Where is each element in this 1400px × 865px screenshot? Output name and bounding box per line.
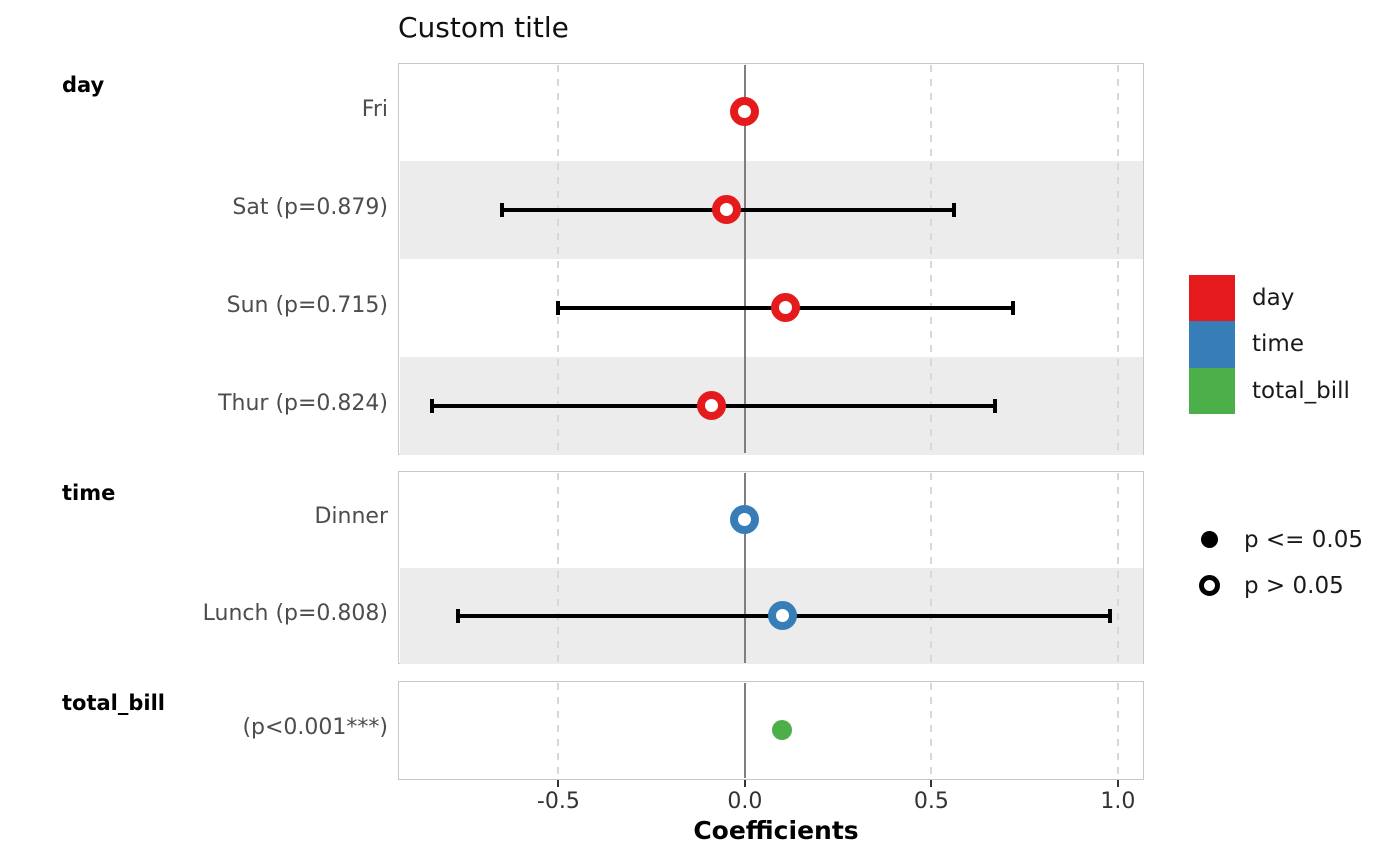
gridline xyxy=(1116,682,1119,778)
row-label: Sun (p=0.715) xyxy=(226,292,388,318)
point-marker xyxy=(767,601,797,631)
zero-line xyxy=(743,64,747,453)
legend-item-time: time xyxy=(1189,321,1350,368)
ci-cap-high xyxy=(992,398,997,413)
row-label: Lunch (p=0.808) xyxy=(202,600,388,626)
legend-label: day xyxy=(1252,285,1295,312)
day-color-swatch xyxy=(1189,275,1235,322)
legend-label: time xyxy=(1252,331,1304,358)
legend-item-total-bill: total_bill xyxy=(1189,367,1350,414)
time-color-swatch xyxy=(1189,321,1235,368)
legend-significance: p <= 0.05 p > 0.05 xyxy=(1198,521,1363,604)
legend-item-significant: p <= 0.05 xyxy=(1198,521,1363,558)
x-tick-mark xyxy=(557,779,560,787)
gridline xyxy=(557,682,560,778)
x-tick-label: 1.0 xyxy=(1100,788,1136,814)
gridline xyxy=(557,64,560,453)
panel-total_bill xyxy=(398,681,1144,780)
x-tick-label: 0.5 xyxy=(913,788,949,814)
filled-circle-icon xyxy=(1198,531,1220,548)
group-header-day: day xyxy=(62,73,105,97)
ci-cap-low xyxy=(455,608,460,623)
legend-label: p > 0.05 xyxy=(1244,572,1344,599)
ci-cap-high xyxy=(1011,300,1016,315)
row-label: Thur (p=0.824) xyxy=(218,390,388,416)
ci-cap-low xyxy=(556,300,561,315)
gridline xyxy=(1116,64,1119,453)
legend-label: total_bill xyxy=(1252,377,1350,404)
legend-variable-groups: day time total_bill xyxy=(1189,275,1350,414)
point-marker xyxy=(696,391,726,421)
legend-label: p <= 0.05 xyxy=(1244,526,1363,553)
x-tick-label: -0.5 xyxy=(536,788,580,814)
x-tick-mark xyxy=(930,779,933,787)
point-marker xyxy=(772,720,793,741)
open-circle-icon xyxy=(1198,575,1220,596)
total-bill-color-swatch xyxy=(1189,367,1235,414)
point-marker xyxy=(771,293,801,323)
legend-item-day: day xyxy=(1189,275,1350,322)
ci-cap-high xyxy=(1108,608,1113,623)
ci-cap-low xyxy=(500,202,505,217)
point-marker xyxy=(711,195,741,225)
gridline xyxy=(557,472,560,663)
row-label: Fri xyxy=(361,96,388,122)
group-header-total_bill: total_bill xyxy=(62,691,166,715)
x-tick-label: 0.0 xyxy=(727,788,763,814)
ci-cap-high xyxy=(951,202,956,217)
point-marker xyxy=(730,504,760,534)
gridline xyxy=(930,682,933,778)
chart-title: Custom title xyxy=(398,11,569,44)
ci-cap-low xyxy=(429,398,434,413)
gridline xyxy=(1116,472,1119,663)
x-axis-label: Coefficients xyxy=(693,816,859,845)
row-label: Sat (p=0.879) xyxy=(232,194,388,220)
legend-item-not-significant: p > 0.05 xyxy=(1198,567,1363,604)
point-marker xyxy=(730,97,760,127)
zero-line xyxy=(743,682,747,778)
gridline xyxy=(930,64,933,453)
x-tick-mark xyxy=(1116,779,1119,787)
group-header-time: time xyxy=(62,481,116,505)
gridline xyxy=(930,472,933,663)
zero-line xyxy=(743,472,747,663)
row-label: Dinner xyxy=(314,504,388,530)
x-tick-mark xyxy=(743,779,746,787)
row-label: (p<0.001***) xyxy=(242,715,388,741)
